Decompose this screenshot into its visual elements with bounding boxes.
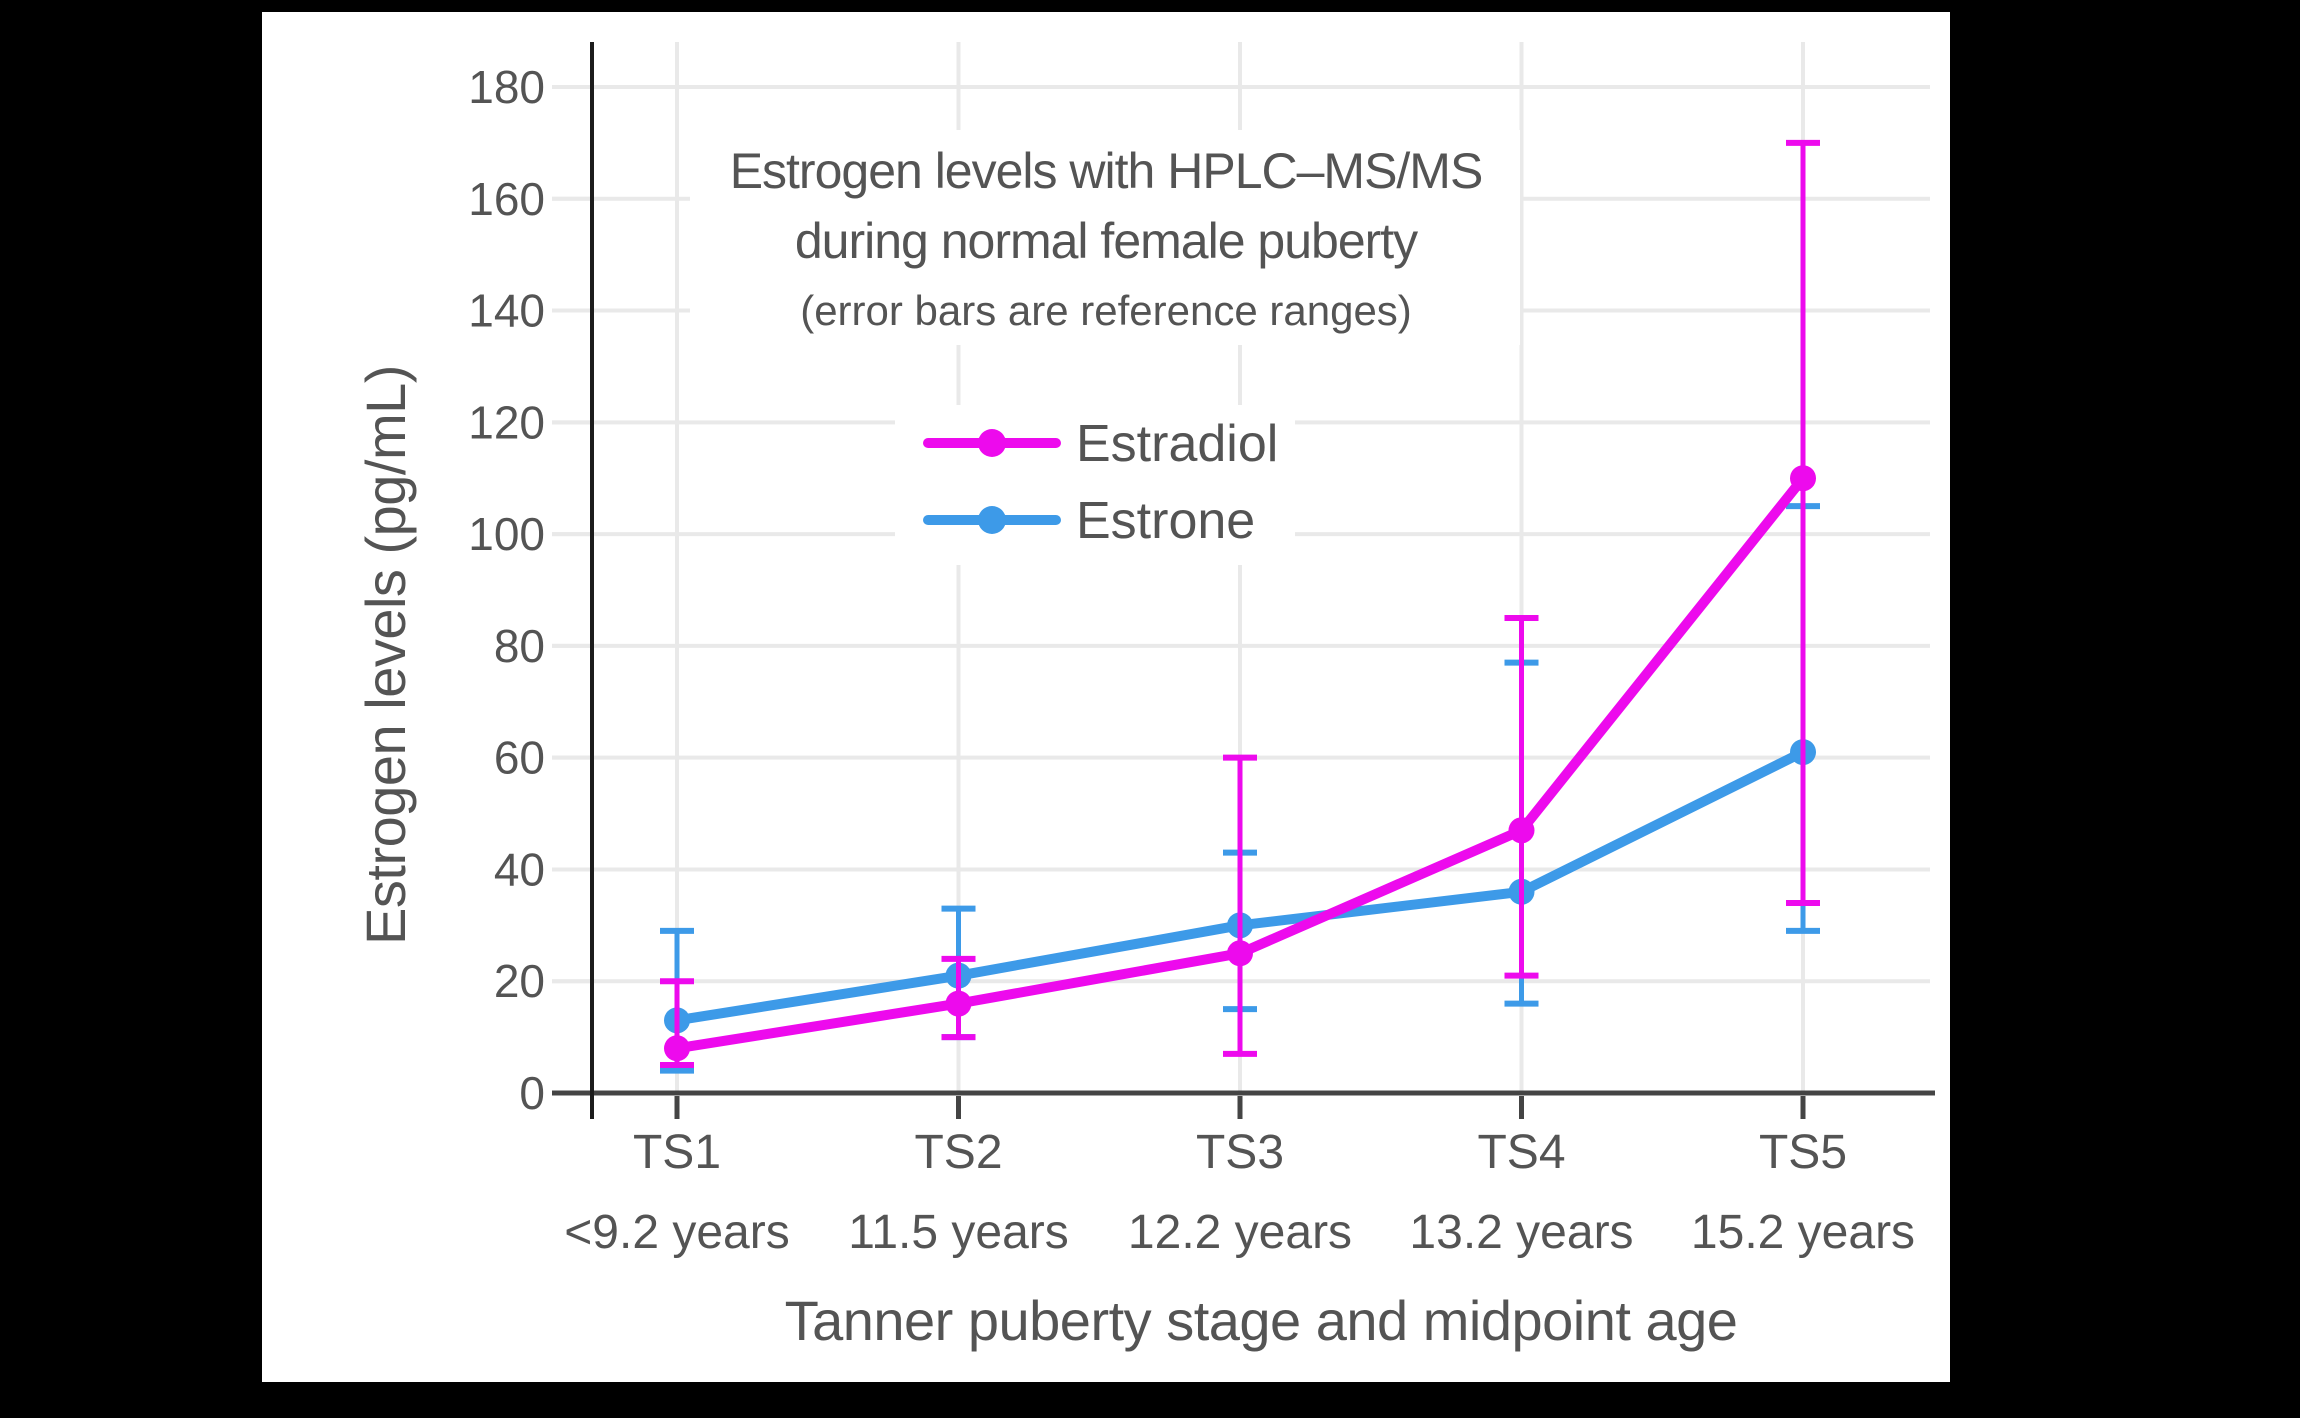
y-tick-label: 20 <box>494 955 545 1007</box>
chart-subtitle: (error bars are reference ranges) <box>800 287 1412 334</box>
titles: Estrogen levels with HPLC–MS/MS during n… <box>354 143 1738 1352</box>
legend-marker-dot <box>978 429 1006 457</box>
legend-backdrop <box>895 405 1295 565</box>
error-bar <box>1223 754 1257 1057</box>
data-point[interactable] <box>1790 465 1816 492</box>
x-tick-label-age: 11.5 years <box>848 1206 1069 1259</box>
x-tick-label-age: 13.2 years <box>1409 1206 1633 1259</box>
data-point[interactable] <box>945 990 972 1017</box>
y-tick-label: 40 <box>494 843 545 895</box>
legend-label: Estradiol <box>1076 415 1278 473</box>
y-tick-label: 0 <box>519 1067 545 1119</box>
x-tick-label-age: 15.2 years <box>1691 1206 1915 1259</box>
chart-title-line1: Estrogen levels with HPLC–MS/MS <box>730 143 1483 199</box>
series-estradiol <box>660 139 1820 1069</box>
x-axis-title: Tanner puberty stage and midpoint age <box>785 1289 1738 1352</box>
tick-labels: 0 20 40 60 80 100 120 140 160 180 TS1 TS2 TS3 TS4 TS5 <… <box>468 61 1915 1259</box>
gridline-covers <box>690 130 1520 565</box>
x-tick-label-stage: TS3 <box>1196 1126 1284 1179</box>
legend-label: Estrone <box>1076 492 1255 550</box>
chart-title-line2: during normal female puberty <box>795 213 1418 269</box>
title-backdrop <box>690 130 1520 345</box>
data-point[interactable] <box>1508 817 1535 844</box>
data-point[interactable] <box>1227 940 1253 967</box>
y-tick-label: 100 <box>468 508 545 560</box>
legend: Estradiol Estrone <box>923 415 1278 550</box>
series-layer <box>660 139 1820 1074</box>
y-tick-label: 60 <box>494 732 545 784</box>
y-tick-label: 140 <box>468 285 545 337</box>
legend-marker-dot <box>978 506 1006 534</box>
y-tick-label: 160 <box>468 173 545 225</box>
x-tick-label-stage: TS5 <box>1759 1126 1847 1179</box>
x-tick-label-age: 12.2 years <box>1128 1206 1352 1259</box>
error-bar <box>1786 139 1820 906</box>
legend-item-estrone[interactable]: Estrone <box>923 492 1255 550</box>
x-tick-label-stage: TS4 <box>1477 1126 1565 1179</box>
error-bar <box>1504 614 1539 979</box>
data-point[interactable] <box>664 1035 690 1062</box>
x-tick-label-stage: TS2 <box>914 1126 1002 1179</box>
axes <box>552 42 1935 1119</box>
y-tick-label: 180 <box>468 61 545 113</box>
y-axis-title: Estrogen levels (pg/mL) <box>354 365 417 945</box>
x-tick-label-stage: TS1 <box>633 1126 721 1179</box>
y-tick-label: 120 <box>468 396 545 448</box>
y-tick-label: 80 <box>494 620 545 672</box>
x-tick-label-age: <9.2 years <box>564 1206 789 1259</box>
legend-item-estradiol[interactable]: Estradiol <box>923 415 1278 473</box>
